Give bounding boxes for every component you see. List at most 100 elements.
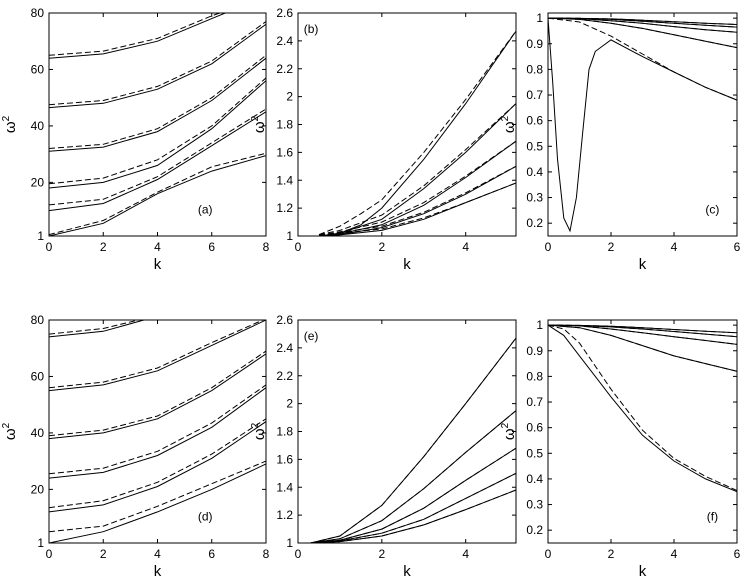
x-tick-label: 6: [208, 547, 215, 561]
y-axis-label: ω2: [250, 422, 268, 440]
y-tick-label: 1: [536, 318, 543, 332]
x-tick-label: 4: [671, 240, 678, 254]
x-tick-label: 2: [608, 240, 615, 254]
y-axis-label: ω2: [1, 115, 19, 133]
series-line-dashed: [548, 17, 737, 25]
y-tick-label: 0.7: [526, 395, 543, 409]
y-tick-label: 0.9: [526, 344, 543, 358]
y-tick-label: 20: [31, 482, 45, 496]
y-tick-label: 0.6: [526, 421, 543, 435]
y-tick-label: 0.8: [526, 62, 543, 76]
x-tick-label: 0: [295, 547, 302, 561]
series-line-dashed: [49, 418, 266, 509]
y-axis-label-base: ω: [251, 428, 268, 440]
y-tick-label: 0.2: [526, 216, 543, 230]
y-tick-label: 0.6: [526, 114, 543, 128]
x-axis-label: k: [403, 256, 411, 273]
panel-label: (c): [705, 203, 719, 217]
y-axis-label-superscript: 2: [500, 422, 511, 428]
y-tick-label: 20: [31, 175, 45, 189]
x-tick-label: 0: [46, 240, 53, 254]
series-line-dashed: [318, 165, 516, 236]
y-axis-label-base: ω: [501, 428, 518, 440]
y-tick-label: 2.4: [276, 34, 293, 48]
x-tick-label: 2: [379, 547, 386, 561]
series-line-solid: [49, 13, 226, 59]
x-tick-label: 2: [608, 547, 615, 561]
panel-label: (b): [304, 22, 319, 36]
y-tick-label: 2: [286, 397, 293, 411]
series-line-dashed: [318, 103, 516, 236]
y-tick-label: 1: [536, 11, 543, 25]
series-line-solid: [318, 103, 516, 236]
x-tick-label: 4: [154, 240, 161, 254]
series-line-dashed: [548, 17, 737, 101]
series-line-solid: [49, 80, 266, 189]
x-tick-label: 8: [263, 240, 270, 254]
series-line-solid: [49, 421, 266, 513]
x-axis-label: k: [154, 256, 162, 273]
series-line-dashed: [49, 320, 139, 335]
y-tick-label: 2: [286, 90, 293, 104]
series-line-solid: [49, 155, 266, 236]
axes-frame: [48, 12, 267, 237]
x-tick-label: 0: [545, 547, 552, 561]
y-axis-label-base: ω: [251, 121, 268, 133]
x-tick-label: 6: [734, 547, 741, 561]
series-line-dashed: [548, 324, 737, 372]
y-tick-label: 1.6: [276, 452, 293, 466]
series-line-dashed: [49, 13, 221, 56]
y-tick-label: 0.4: [526, 472, 543, 486]
series-line-dashed: [49, 350, 266, 437]
series-line-solid: [49, 23, 266, 109]
series-line-solid: [548, 17, 737, 49]
y-axis-label-superscript: 2: [1, 115, 12, 121]
series-line-solid: [49, 463, 266, 543]
x-tick-label: 0: [295, 240, 302, 254]
y-axis-label-superscript: 2: [250, 422, 261, 428]
axes-frame: [297, 12, 517, 237]
y-axis-label: ω2: [250, 115, 268, 133]
series-line-solid: [310, 337, 516, 543]
y-tick-label: 0.3: [526, 498, 543, 512]
x-tick-label: 6: [734, 240, 741, 254]
series-line-dashed: [310, 447, 516, 543]
series-line-dashed: [318, 182, 516, 236]
series-line-dashed: [49, 320, 265, 389]
series-line-dashed: [310, 489, 516, 543]
axes-frame: [547, 319, 738, 544]
panel-label: (a): [198, 203, 213, 217]
series-line-solid: [548, 324, 737, 338]
y-axis-label-base: ω: [2, 121, 19, 133]
y-tick-label: 40: [31, 426, 45, 440]
y-tick-label: 1: [37, 536, 44, 550]
series-line-dashed: [49, 77, 266, 185]
y-tick-label: 1: [286, 229, 293, 243]
x-axis-label: k: [639, 563, 647, 580]
series-line-solid: [318, 165, 516, 236]
series-line-dashed: [548, 324, 737, 334]
panel-label: (d): [198, 510, 213, 524]
x-tick-label: 8: [263, 547, 270, 561]
y-tick-label: 0.2: [526, 523, 543, 537]
series-line-solid: [318, 182, 516, 236]
y-tick-label: 40: [31, 119, 45, 133]
y-tick-label: 1: [37, 229, 44, 243]
x-axis-label: k: [403, 563, 411, 580]
y-tick-label: 1.4: [276, 173, 293, 187]
series-line-solid: [548, 324, 737, 493]
x-tick-label: 6: [208, 240, 215, 254]
series-line-dashed: [49, 54, 266, 149]
series-line-dashed: [49, 108, 266, 206]
y-tick-label: 0.7: [526, 88, 543, 102]
series-line-dashed: [548, 324, 737, 338]
series-line-dashed: [49, 21, 266, 106]
x-axis-label: k: [639, 256, 647, 273]
y-tick-label: 2.6: [276, 6, 293, 20]
